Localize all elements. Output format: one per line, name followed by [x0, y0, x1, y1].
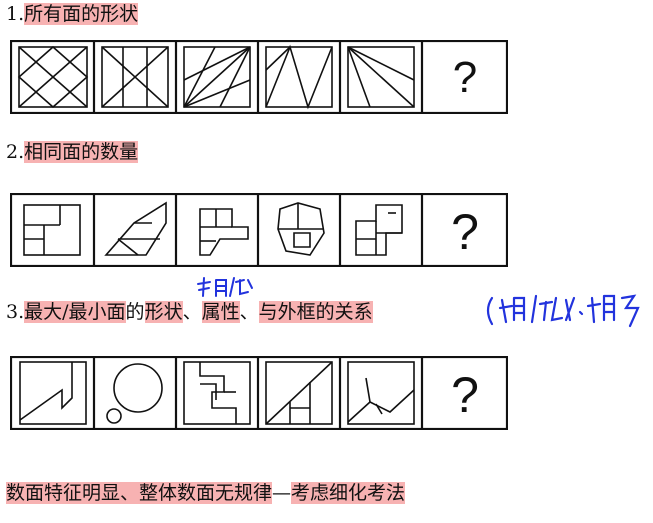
handwritten-note-2 [486, 294, 640, 328]
cell-3-5 [347, 361, 415, 425]
cell-1-5 [347, 46, 415, 108]
question-mark-2: ? [451, 204, 479, 260]
cell-3-2 [106, 363, 163, 424]
cell-1-2 [101, 46, 169, 108]
cell-2-4 [277, 202, 325, 256]
cell-2-2 [104, 201, 167, 256]
heading-2-text: 相同面的数量 [24, 141, 139, 163]
heading-3-part-7: 与外框的关系 [258, 301, 373, 323]
question-mark-3: ? [451, 367, 479, 423]
cell-2-3 [199, 208, 249, 256]
cell-1-4 [265, 44, 333, 110]
question-mark-1: ? [453, 53, 477, 102]
heading-3-part-5: 属性 [201, 301, 240, 323]
summary-part-4: 细化考法 [329, 482, 406, 504]
heading-3-part-3: 形状 [144, 301, 183, 323]
summary-line: 数面特征明显、整体数面无规律—考虑细化考法 [6, 481, 406, 505]
heading-3-number: 3. [6, 301, 25, 323]
summary-part-1: 数面特征明显、整体数面无规律 [6, 482, 273, 504]
cell-3-1 [19, 361, 87, 425]
cell-3-4 [265, 361, 333, 425]
figure-strip-1: ? [10, 40, 508, 114]
heading-3-part-6: 、 [239, 301, 259, 323]
summary-part-3: 考虑 [291, 482, 330, 504]
summary-part-2: — [272, 482, 292, 504]
heading-3-part-4: 、 [182, 301, 202, 323]
heading-3-part-2: 的 [125, 301, 145, 323]
cell-1-3 [183, 46, 251, 108]
heading-1-number: 1. [6, 3, 25, 25]
heading-3: 3.最大/最小面的形状、属性、与外框的关系 [6, 300, 373, 324]
cell-2-5 [355, 204, 403, 256]
cell-3-3 [183, 361, 251, 425]
heading-2: 2.相同面的数量 [6, 140, 139, 164]
figure-strip-2: ? [10, 193, 508, 267]
figure-strip-3: ? [10, 356, 508, 430]
cell-2-1 [23, 204, 81, 256]
heading-1-text: 所有面的形状 [24, 3, 139, 25]
cell-1-1 [17, 45, 89, 109]
handwritten-note-1 [197, 277, 253, 297]
heading-2-number: 2. [6, 141, 25, 163]
heading-3-part-1: 最大/最小面 [24, 301, 126, 323]
heading-1: 1.所有面的形状 [6, 2, 139, 26]
